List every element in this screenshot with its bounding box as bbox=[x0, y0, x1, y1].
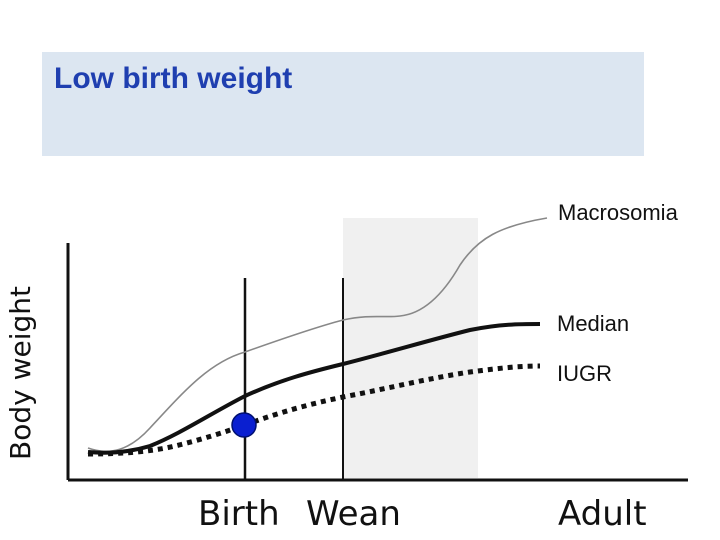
macrosomia-curve bbox=[87, 217, 548, 453]
label-median: Median bbox=[557, 311, 630, 336]
label-iugr: IUGR bbox=[557, 361, 612, 386]
median-curve bbox=[87, 322, 541, 455]
title-panel: Low birth weight bbox=[42, 52, 644, 156]
weaning-window-shade bbox=[343, 218, 478, 478]
low-birth-weight-marker bbox=[231, 412, 257, 438]
iugr-curve bbox=[87, 363, 541, 457]
slide-title: Low birth weight bbox=[54, 62, 293, 95]
label-macrosomia: Macrosomia bbox=[558, 200, 678, 225]
xtick-adult: Adult bbox=[558, 494, 647, 534]
xtick-birth: Birth bbox=[198, 494, 280, 534]
xtick-wean: Wean bbox=[306, 494, 401, 534]
